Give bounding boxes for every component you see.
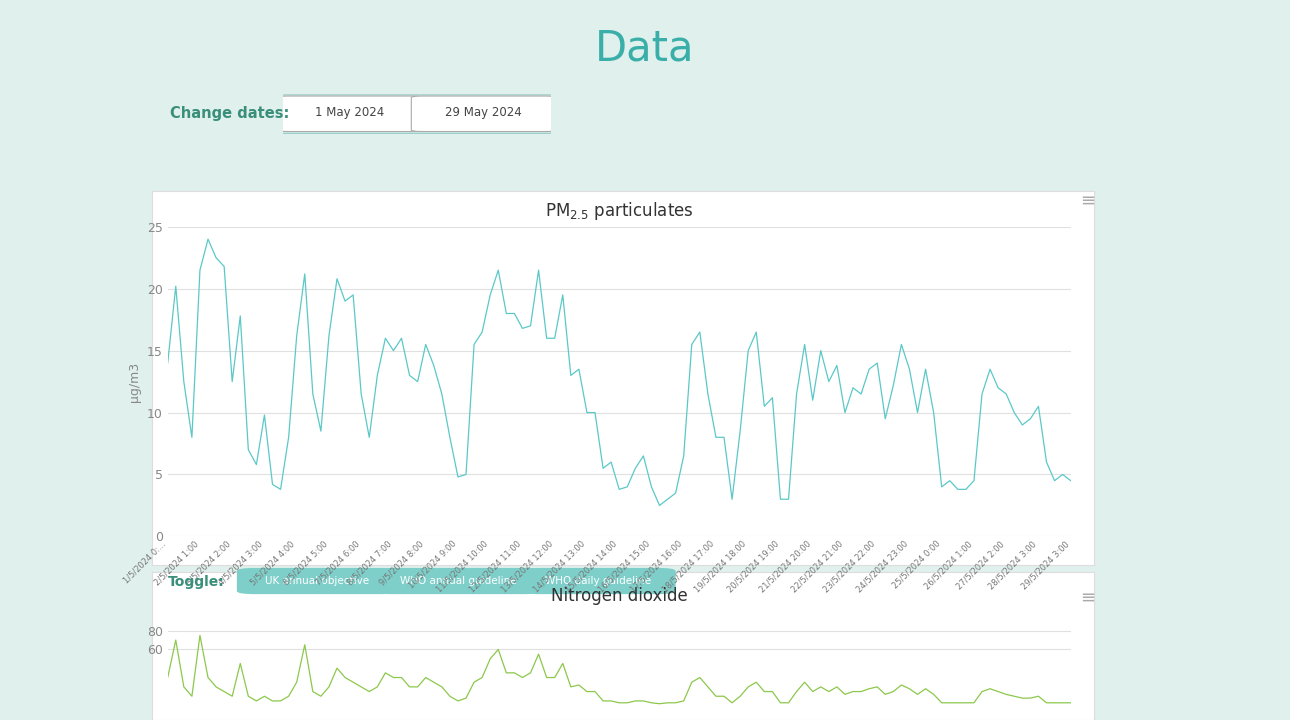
FancyBboxPatch shape (521, 568, 676, 594)
FancyBboxPatch shape (237, 568, 397, 594)
FancyBboxPatch shape (270, 94, 564, 134)
Text: 1 May 2024: 1 May 2024 (315, 107, 384, 120)
Text: WHO daily guideline: WHO daily guideline (546, 576, 651, 586)
Y-axis label: μg/m3: μg/m3 (129, 361, 142, 402)
Text: 29 May 2024: 29 May 2024 (445, 107, 522, 120)
Text: Change dates:: Change dates: (170, 107, 290, 121)
Text: Data: Data (595, 28, 695, 70)
Text: Toggle:: Toggle: (168, 575, 224, 589)
Text: ≡: ≡ (1080, 589, 1095, 606)
FancyBboxPatch shape (277, 96, 422, 132)
FancyBboxPatch shape (374, 568, 542, 594)
Title: Nitrogen dioxide: Nitrogen dioxide (551, 587, 688, 605)
Title: PM$_{2.5}$ particulates: PM$_{2.5}$ particulates (544, 199, 694, 222)
Text: WHO annual guideline: WHO annual guideline (400, 576, 516, 586)
Text: UK annual objective: UK annual objective (266, 576, 369, 586)
FancyBboxPatch shape (412, 96, 556, 132)
Text: ≡: ≡ (1080, 191, 1095, 209)
